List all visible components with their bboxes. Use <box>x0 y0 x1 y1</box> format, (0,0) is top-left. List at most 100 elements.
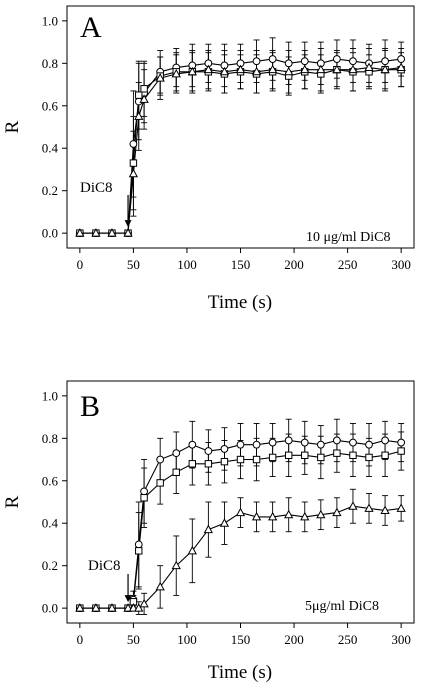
x-axis-title: Time (s) <box>208 292 272 313</box>
data-point-triangle <box>187 66 197 76</box>
data-point-circle <box>220 445 229 453</box>
data-point-triangle <box>139 94 149 103</box>
data-point-circle <box>300 57 309 66</box>
panel-label: B <box>80 390 100 423</box>
x-tick-label: 200 <box>284 632 304 647</box>
data-point-triangle <box>91 228 101 237</box>
data-point-square <box>188 460 197 468</box>
data-point-triangle <box>75 603 85 612</box>
data-point-square <box>268 453 277 462</box>
panel-a: 0 50 100 150 200 250 300 0.0 0.2 0.4 0.6 0.8 1.0 A D… <box>2 5 415 313</box>
data-point-triangle <box>235 507 246 517</box>
arrow-label: DiC8 <box>88 558 121 574</box>
data-point-square <box>381 451 389 459</box>
data-point-square <box>333 449 341 457</box>
series-markers <box>75 55 406 238</box>
data-point-circle <box>365 440 373 449</box>
data-point-triangle <box>219 66 230 76</box>
data-point-triangle <box>300 511 310 521</box>
data-point-triangle <box>171 560 181 570</box>
y-tick-label: 0.6 <box>42 98 59 113</box>
data-point-triangle <box>134 111 144 120</box>
arrow-head <box>124 220 132 228</box>
data-point-triangle <box>235 64 246 74</box>
data-point-circle <box>134 540 143 549</box>
data-point-triangle <box>348 501 358 510</box>
data-point-triangle <box>284 509 294 519</box>
data-point-circle <box>397 55 406 63</box>
condition-label: 10 μg/ml DiC8 <box>306 230 391 245</box>
panel-label: A <box>80 11 102 44</box>
x-tick-label: 300 <box>391 632 411 647</box>
data-point-triangle <box>123 228 133 237</box>
data-point-square <box>172 468 180 476</box>
y-tick-label: 0.8 <box>42 56 58 71</box>
data-point-triangle <box>251 66 262 76</box>
data-point-square <box>397 447 405 455</box>
x-tick-label: 50 <box>127 257 140 272</box>
data-point-triangle <box>187 545 197 555</box>
data-point-triangle <box>203 524 214 534</box>
data-point-triangle <box>364 62 374 72</box>
data-point-triangle <box>348 64 358 74</box>
data-point-square <box>301 451 309 459</box>
data-point-circle <box>397 438 406 447</box>
data-point-triangle <box>107 228 117 237</box>
data-point-circle <box>236 440 245 449</box>
data-point-triangle <box>139 598 149 608</box>
x-tick-label: 100 <box>177 632 197 647</box>
data-point-triangle <box>134 603 144 612</box>
data-point-triangle <box>284 66 294 76</box>
data-point-circle <box>252 57 261 66</box>
data-point-triangle <box>396 503 406 512</box>
arrow-marker <box>124 195 132 228</box>
panel-b: 0 50 100 150 200 250 300 0.0 0.2 0.4 0.6 0.8 1.0 B D… <box>2 380 415 683</box>
data-point-triangle <box>91 603 101 612</box>
y-tick-label: 0.2 <box>42 183 58 198</box>
x-tick-label: 50 <box>127 632 140 647</box>
series-markers <box>75 436 406 613</box>
x-tick-label: 100 <box>177 257 197 272</box>
data-point-circle <box>381 436 389 445</box>
data-point-circle <box>156 455 165 464</box>
data-point-triangle <box>128 168 139 178</box>
data-point-circle <box>204 447 213 455</box>
data-point-circle <box>332 55 341 63</box>
y-tick-label: 1.0 <box>42 388 58 403</box>
ticks: 0 50 100 150 200 250 300 0.0 0.2 0.4 0.6 0.8 1.0 <box>42 388 411 647</box>
data-point-circle <box>268 438 277 447</box>
y-tick-label: 0.0 <box>42 226 58 241</box>
data-point-circle <box>140 487 149 496</box>
data-point-circle <box>284 436 293 445</box>
data-point-triangle <box>155 73 165 82</box>
data-point-circle <box>188 440 197 449</box>
y-tick-label: 0.8 <box>42 431 58 446</box>
data-point-triangle <box>332 507 342 517</box>
data-point-triangle <box>316 64 326 74</box>
data-point-square <box>236 455 245 464</box>
data-point-triangle <box>267 64 278 74</box>
data-point-triangle <box>155 581 165 591</box>
data-point-triangle <box>203 64 214 74</box>
data-point-circle <box>300 438 309 447</box>
condition-label: 5μg/ml DiC8 <box>305 599 379 614</box>
y-tick-label: 0.6 <box>42 473 59 488</box>
data-point-triangle <box>316 509 326 519</box>
data-point-circle <box>332 436 341 445</box>
data-point-circle <box>129 140 138 148</box>
x-tick-label: 0 <box>77 257 84 272</box>
arrow-label: DiC8 <box>80 180 113 196</box>
x-axis-title: Time (s) <box>208 662 272 683</box>
ticks: 0 50 100 150 200 250 300 0.0 0.2 0.4 0.6 0.8 1.0 <box>42 13 411 272</box>
data-point-triangle <box>380 64 390 74</box>
y-tick-label: 0.4 <box>42 141 59 156</box>
data-point-square <box>284 451 293 459</box>
x-tick-label: 0 <box>77 632 84 647</box>
data-point-circle <box>381 57 389 66</box>
data-point-triangle <box>380 505 390 514</box>
y-tick-label: 0.0 <box>42 601 58 616</box>
data-point-triangle <box>364 503 374 512</box>
data-point-triangle <box>123 603 133 612</box>
data-point-triangle <box>300 64 310 74</box>
